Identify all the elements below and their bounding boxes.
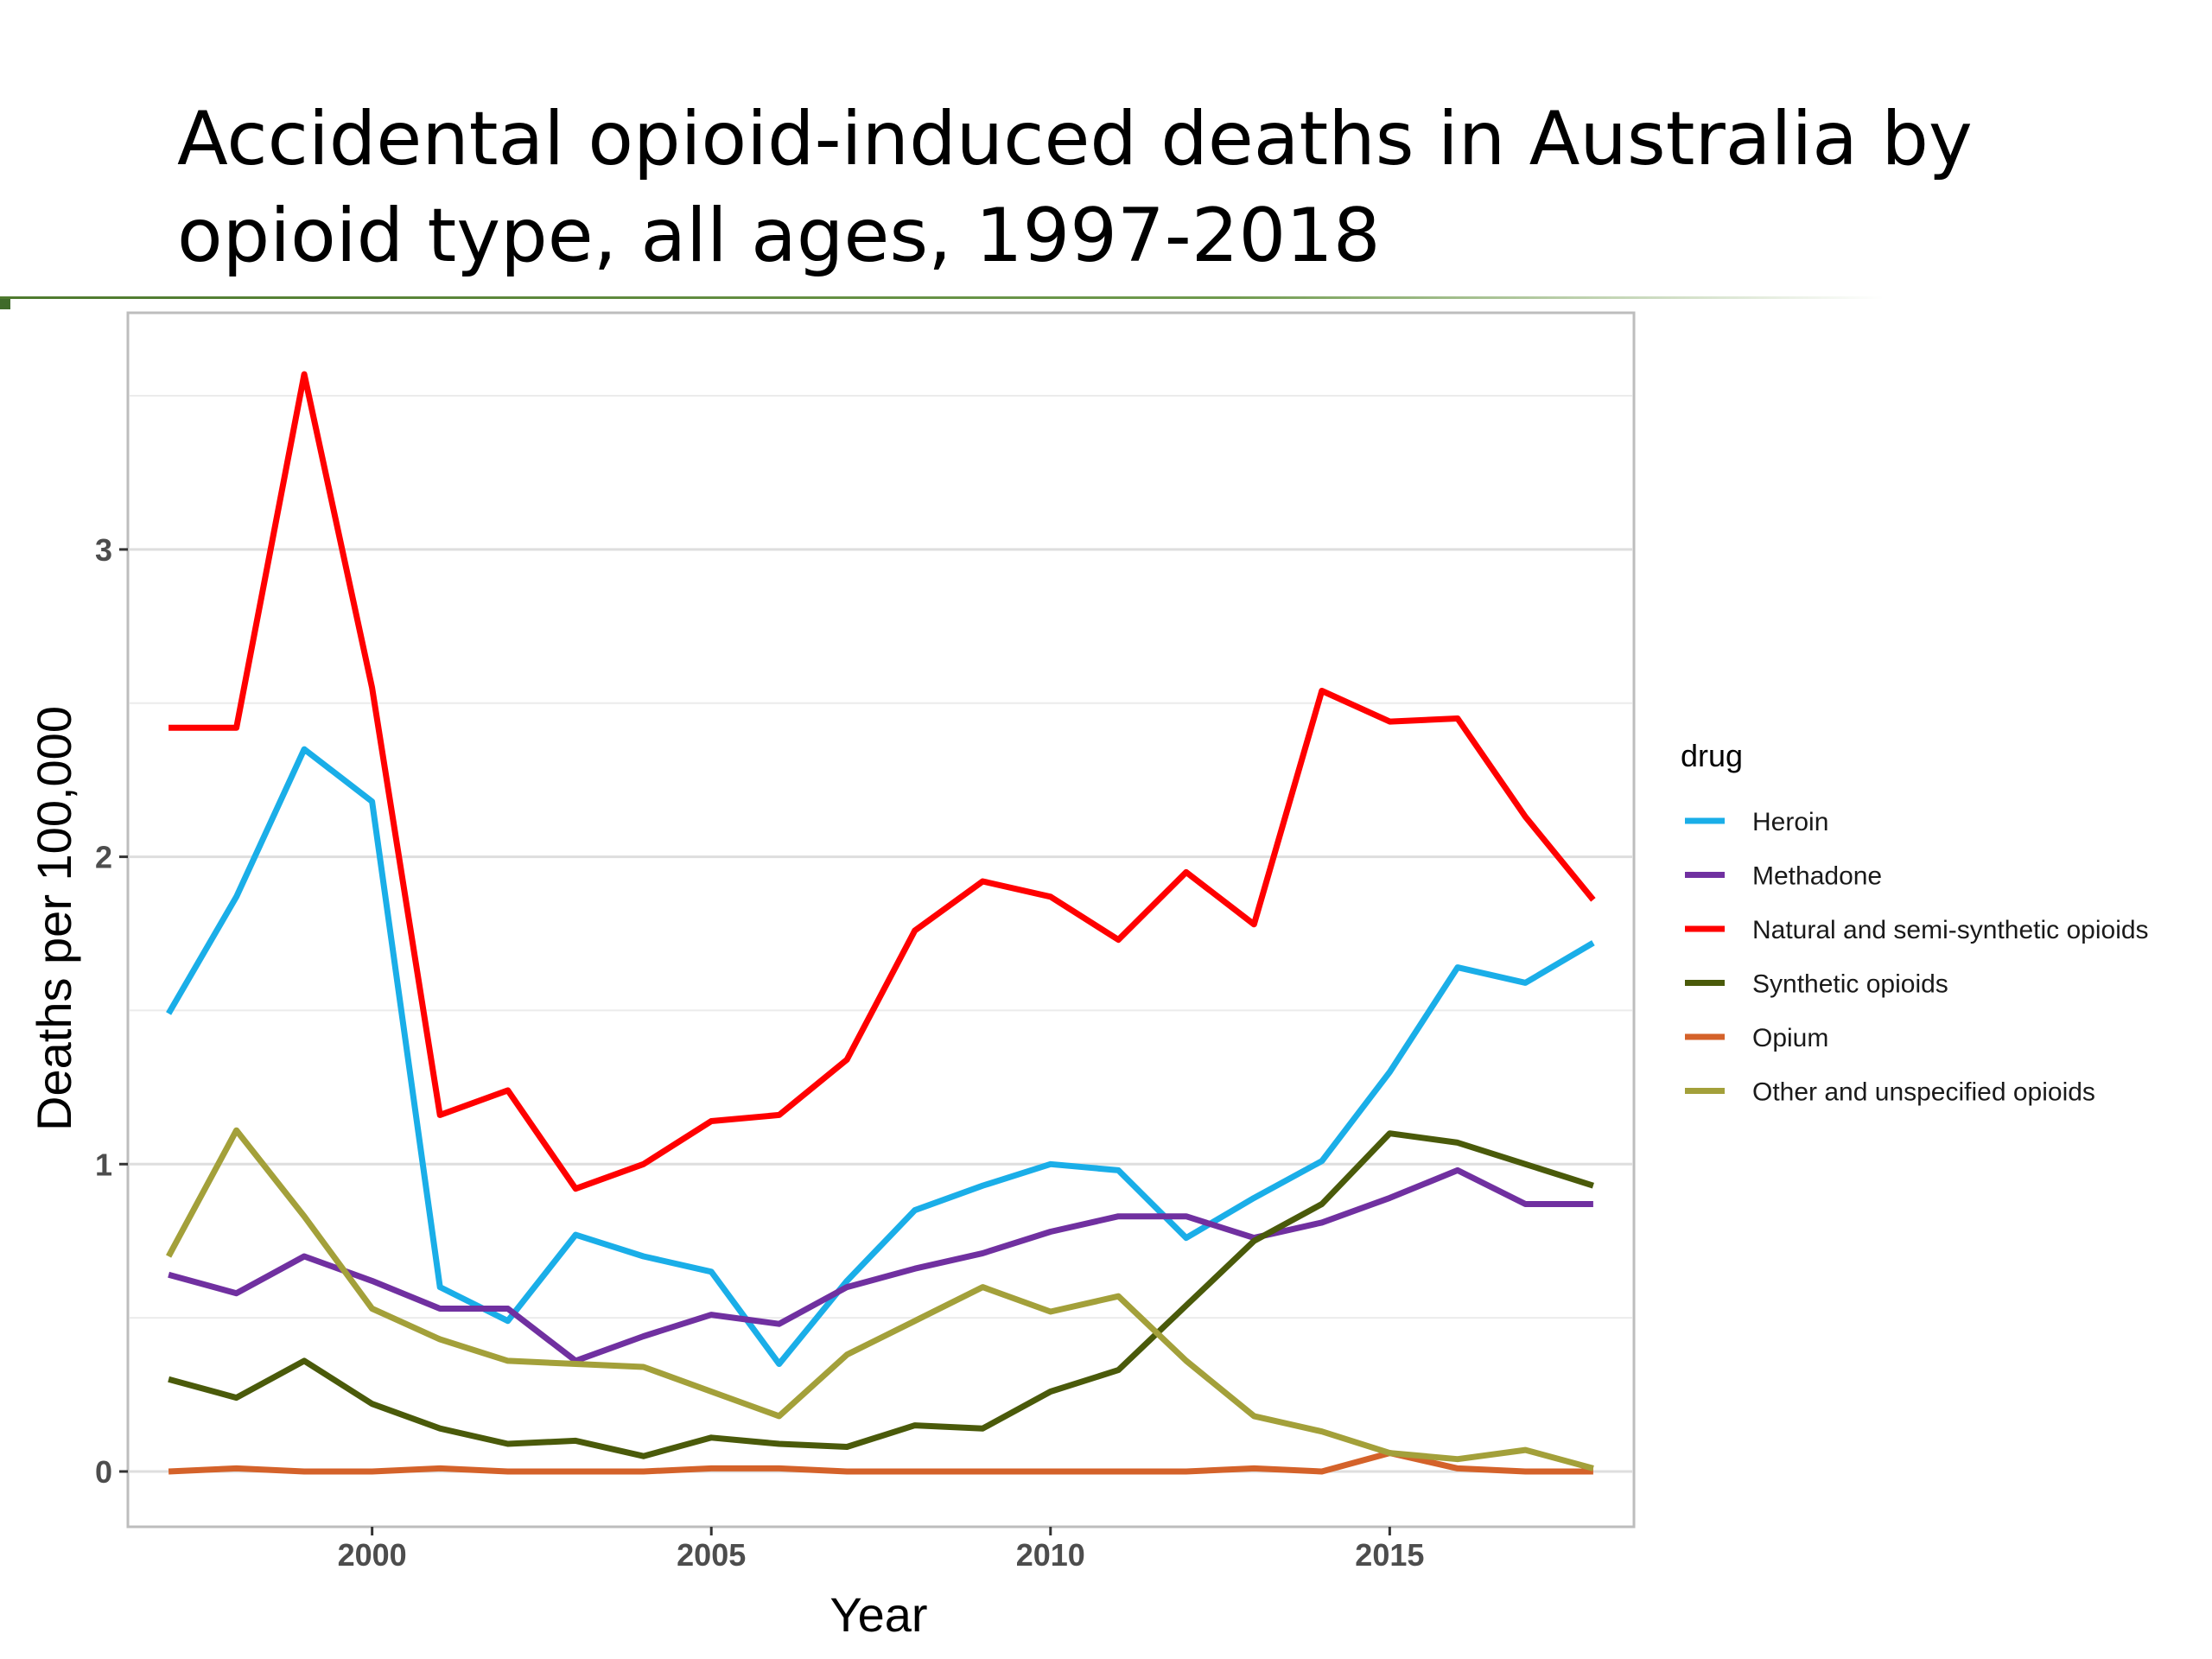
legend-title: drug bbox=[1681, 738, 1743, 773]
series-line-natural-and-semi-synthetic-opioids bbox=[168, 371, 1596, 1192]
y-tick-label-0: 0 bbox=[95, 1454, 112, 1490]
legend-items: Heroin Methadone Natural and semi-syntheti… bbox=[1685, 808, 2149, 1107]
series-line-opium bbox=[168, 1450, 1593, 1475]
y-tick-label-2: 2 bbox=[95, 840, 112, 875]
x-tick-label-1: 2005 bbox=[677, 1537, 746, 1573]
y-tick-label-3: 3 bbox=[95, 532, 112, 568]
divider-marker bbox=[0, 299, 10, 309]
y-tick-label-1: 1 bbox=[95, 1147, 112, 1182]
title-divider bbox=[0, 296, 1884, 299]
series-line-heroin bbox=[166, 746, 1595, 1367]
x-tick-label-3: 2015 bbox=[1355, 1537, 1424, 1573]
x-axis: 2000 2005 2010 2015 bbox=[338, 1527, 1424, 1573]
legend-label-synthetic-opioids: Synthetic opioids bbox=[1752, 970, 1948, 999]
legend-label-opium: Opium bbox=[1752, 1024, 1828, 1052]
y-axis-title: Deaths per 100,000 bbox=[27, 706, 81, 1131]
series-lines bbox=[166, 371, 1596, 1475]
series-line-synthetic-opioids bbox=[168, 1130, 1594, 1459]
plot-panel-border bbox=[126, 311, 1636, 1529]
series-line-methadone bbox=[168, 1166, 1593, 1364]
legend-label-other-and-unspecified-opioids: Other and unspecified opioids bbox=[1752, 1078, 2095, 1107]
legend-label-heroin: Heroin bbox=[1752, 808, 1828, 836]
legend-label-methadone: Methadone bbox=[1752, 862, 1882, 891]
x-tick-label-0: 2000 bbox=[338, 1537, 407, 1573]
series-line-other-and-unspecified-opioids bbox=[166, 1127, 1594, 1471]
y-axis: 0 1 2 3 bbox=[95, 532, 128, 1490]
x-axis-title: Year bbox=[830, 1587, 927, 1642]
legend: drug Heroin Methadone Natural and semi-syn… bbox=[1681, 738, 2149, 1107]
x-tick-label-2: 2010 bbox=[1016, 1537, 1085, 1573]
slide-title: Accidental opioid-induced deaths in Aust… bbox=[177, 96, 1973, 279]
legend-label-natural-and-semi-synthetic-opioids: Natural and semi-synthetic opioids bbox=[1752, 916, 2149, 944]
